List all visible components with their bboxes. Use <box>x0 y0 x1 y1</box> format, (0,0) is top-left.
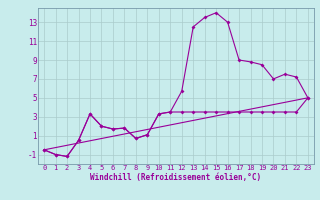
X-axis label: Windchill (Refroidissement éolien,°C): Windchill (Refroidissement éolien,°C) <box>91 173 261 182</box>
